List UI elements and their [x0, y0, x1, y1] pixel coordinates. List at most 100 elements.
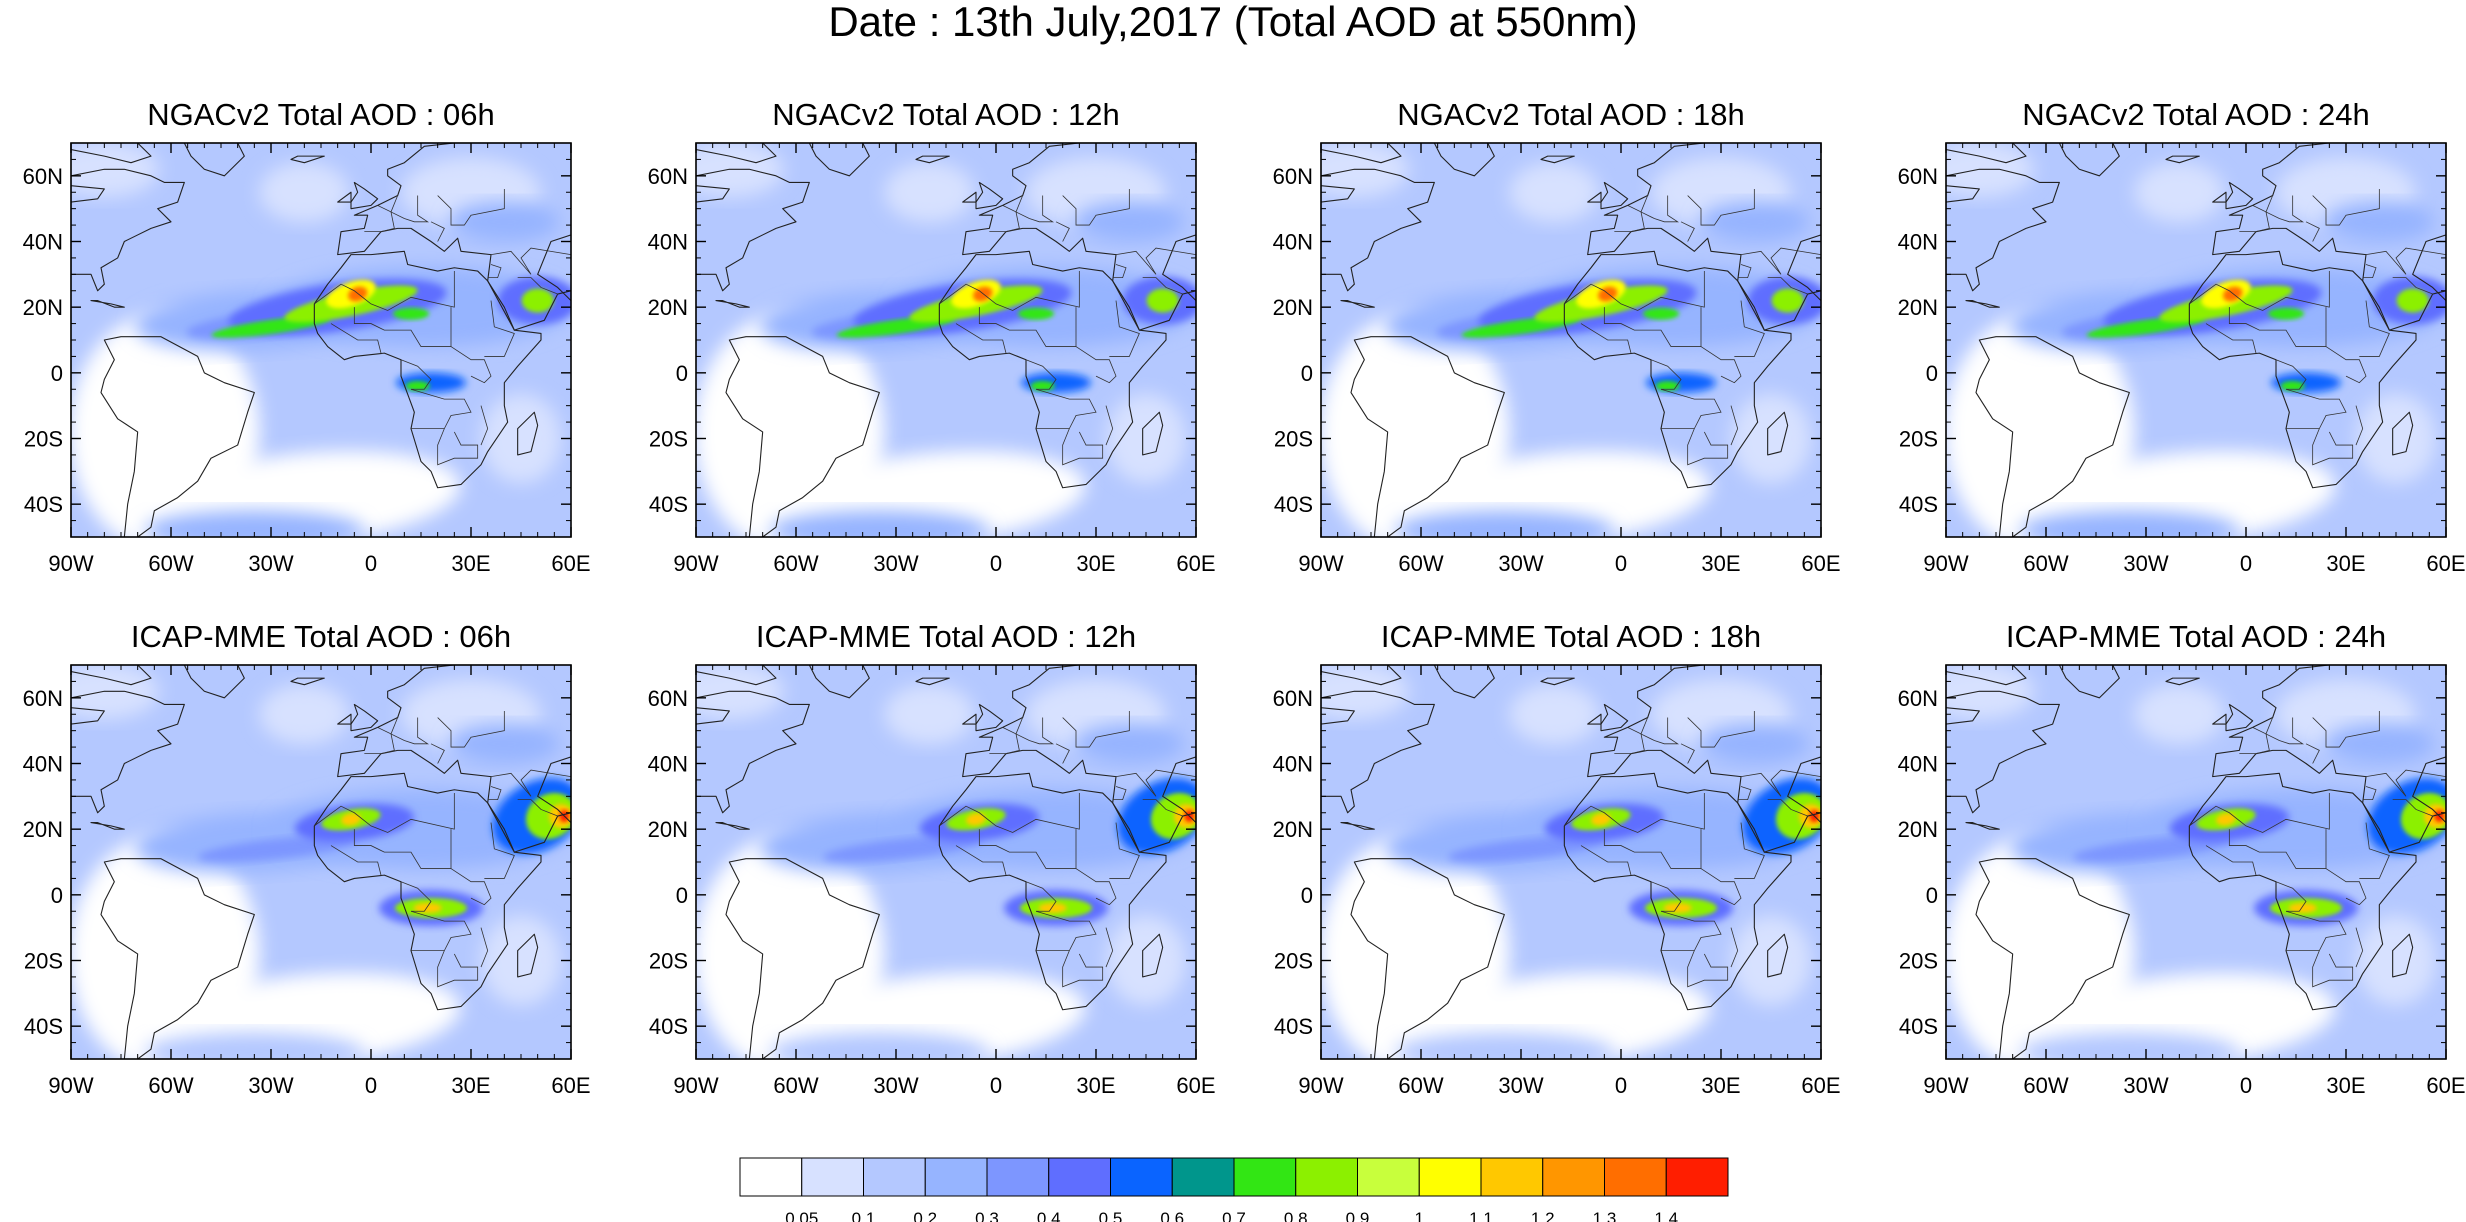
- lon-label: 60W: [148, 1073, 193, 1098]
- country-border: [480, 927, 489, 968]
- aod-field-blob: [405, 380, 430, 391]
- colorbar-label: 1.1: [1469, 1209, 1493, 1222]
- lat-label: 0: [1926, 883, 1938, 908]
- coastline: [1321, 168, 1435, 292]
- country-border: [480, 405, 489, 446]
- lon-label: 60W: [1398, 1073, 1443, 1098]
- country-border: [1603, 829, 1702, 869]
- country-border: [2312, 950, 2354, 988]
- country-border: [1700, 868, 1742, 906]
- country-border: [2305, 743, 2320, 764]
- country-border: [1580, 323, 1632, 354]
- lat-label: 20S: [24, 427, 63, 452]
- coastline: [2058, 143, 2120, 177]
- lon-label: 90W: [48, 1073, 93, 1098]
- country-border: [2252, 205, 2270, 233]
- aod-field-blob: [1074, 201, 1185, 242]
- aod-field-blob: [2073, 835, 2233, 862]
- lat-label: 40S: [1899, 1014, 1938, 1039]
- lat-label: 40S: [24, 492, 63, 517]
- coastline: [696, 143, 777, 164]
- country-border: [1105, 927, 1114, 968]
- aod-field-blob: [2324, 201, 2435, 242]
- colorbar-label: 0.2: [913, 1209, 937, 1222]
- country-border: [400, 359, 432, 390]
- aod-field-blob: [1643, 307, 1679, 320]
- panel-title: NGACv2 Total AOD : 24h: [2022, 97, 2369, 132]
- lat-label: 20S: [1899, 949, 1938, 974]
- aod-field-blob: [1106, 915, 1186, 1006]
- lon-label: 90W: [1298, 1073, 1343, 1098]
- country-border: [955, 323, 1007, 354]
- figure-title: Date : 13th July,2017 (Total AOD at 550n…: [828, 0, 1638, 45]
- colorbar-label: 0.8: [1284, 1209, 1308, 1222]
- coastline: [2058, 665, 2120, 699]
- country-border: [490, 769, 571, 797]
- aod-field-blob: [1946, 665, 2035, 720]
- coastline: [696, 168, 810, 292]
- country-border: [437, 710, 505, 748]
- country-border: [978, 307, 1077, 347]
- country-border: [1142, 799, 1183, 817]
- country-border: [1055, 221, 1070, 242]
- lon-label: 30W: [2123, 551, 2168, 576]
- country-border: [2312, 428, 2354, 466]
- aod-field-blob: [449, 201, 560, 242]
- country-border: [2359, 300, 2390, 357]
- country-border: [1687, 950, 1729, 988]
- aod-field-blob: [1509, 684, 1600, 745]
- lon-label: 0: [1615, 1073, 1627, 1098]
- country-border: [1580, 845, 1632, 876]
- lat-label: 40S: [1274, 492, 1313, 517]
- aod-field-blob: [259, 162, 350, 223]
- lat-label: 0: [676, 361, 688, 386]
- country-border: [2359, 822, 2390, 879]
- coastline: [313, 772, 542, 1011]
- lon-label: 60E: [2426, 551, 2465, 576]
- coastline: [337, 191, 352, 203]
- lat-label: 40S: [649, 1014, 688, 1039]
- country-border: [2362, 264, 2377, 279]
- coastline: [1142, 933, 1164, 978]
- coastline: [1433, 665, 1495, 699]
- country-border: [1075, 868, 1117, 906]
- lat-label: 20N: [1898, 295, 1938, 320]
- aod-field-blob: [2216, 813, 2236, 826]
- coastline: [2188, 772, 2417, 1011]
- aod-field-blob: [1321, 143, 1410, 198]
- aod-field-blob: [823, 835, 983, 862]
- coastline: [290, 677, 325, 686]
- country-border: [955, 845, 1007, 876]
- lon-label: 90W: [673, 1073, 718, 1098]
- aod-field-blob: [884, 684, 975, 745]
- coastline: [2188, 250, 2417, 489]
- coastline: [975, 703, 1004, 732]
- country-border: [377, 727, 395, 755]
- coastline: [1600, 181, 1629, 210]
- lon-label: 0: [990, 1073, 1002, 1098]
- coastline: [696, 665, 777, 686]
- aod-field-blob: [2356, 393, 2436, 484]
- country-border: [1737, 264, 1752, 279]
- coastline: [350, 181, 379, 210]
- coastline: [1946, 168, 2060, 292]
- lon-label: 90W: [673, 551, 718, 576]
- country-border: [978, 829, 1077, 869]
- coastline: [808, 143, 870, 177]
- aod-field-blob: [1038, 902, 1067, 913]
- lat-label: 60N: [1273, 164, 1313, 189]
- coastline: [1340, 822, 1375, 830]
- coastline: [517, 933, 539, 978]
- colorbar-swatch: [1048, 1157, 1111, 1197]
- colorbar-label: 1.2: [1531, 1209, 1555, 1222]
- colorbar-label: 1: [1415, 1209, 1424, 1222]
- lat-label: 40N: [648, 752, 688, 777]
- lon-label: 30E: [1076, 551, 1115, 576]
- country-border: [1680, 743, 1695, 764]
- country-border: [2275, 881, 2307, 912]
- coastline: [915, 155, 950, 164]
- colorbar-swatch: [1418, 1157, 1482, 1197]
- aod-field-blob: [1655, 380, 1680, 391]
- colorbar-label: 0.5: [1099, 1209, 1123, 1222]
- aod-field-blob: [2134, 684, 2225, 745]
